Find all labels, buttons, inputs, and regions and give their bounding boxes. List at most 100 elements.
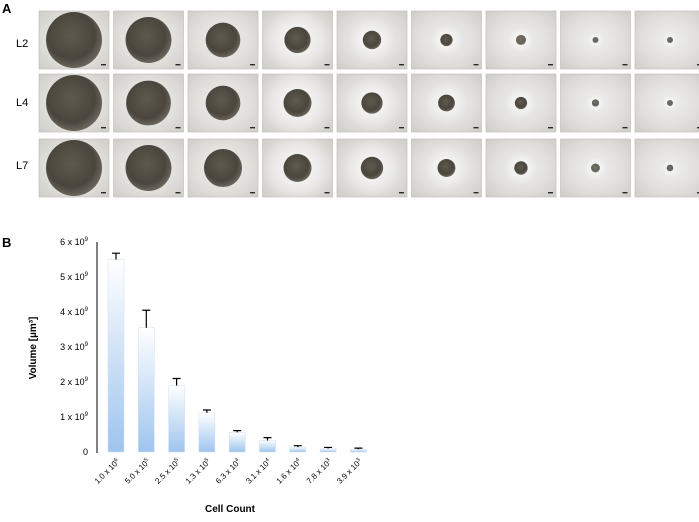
spheroid-tile — [634, 10, 699, 70]
spheroid — [592, 37, 599, 43]
row-label-l2: L2 — [16, 38, 29, 50]
x-tick-label: 6.3 x 104 — [214, 457, 243, 486]
spheroid — [438, 94, 455, 112]
volume-bar-chart: 0 1 x 109 2 x 109 3 x 109 4 x 109 5 x 109 6 x … — [28, 237, 367, 515]
scale-bar — [250, 192, 255, 194]
spheroid — [667, 37, 673, 43]
y-tick-label: 0 — [83, 447, 88, 457]
bar — [138, 327, 155, 453]
spheroid-image-grid — [38, 5, 699, 205]
y-tick-label: 2 x 109 — [60, 377, 89, 387]
spheroid-tile — [38, 138, 110, 198]
spheroid-tile — [38, 10, 110, 70]
x-tick-label: 5.0 x 105 — [123, 457, 152, 486]
scale-bar — [622, 64, 628, 66]
spheroid — [514, 161, 528, 175]
y-tick-label: 1 x 109 — [60, 412, 89, 422]
error-bar — [142, 309, 151, 328]
spheroid — [591, 99, 600, 107]
spheroid — [284, 26, 311, 54]
error-bar — [233, 430, 242, 433]
y-tick-label: 6 x 109 — [60, 237, 89, 247]
spheroid — [515, 34, 527, 46]
error-bar — [354, 447, 363, 450]
x-tick-label: 1.0 x 106 — [93, 457, 122, 486]
scale-bar — [697, 127, 699, 129]
spheroid — [440, 33, 453, 47]
spheroid-tile — [485, 138, 557, 198]
spheroid — [46, 75, 102, 131]
bar — [350, 448, 367, 453]
error-bar — [202, 409, 211, 413]
bar — [319, 448, 337, 453]
x-tick-label: 3.9 x 103 — [335, 457, 364, 486]
spheroid-tile — [485, 73, 557, 133]
spheroid-tile — [560, 73, 631, 133]
spheroid — [126, 80, 171, 126]
spheroid-tile — [411, 138, 482, 198]
spheroid-tile — [261, 66, 334, 140]
spheroid-tile — [336, 10, 408, 70]
y-tick-label: 4 x 109 — [60, 307, 89, 317]
spheroid — [203, 148, 243, 188]
spheroid-tile — [411, 73, 482, 133]
bar — [259, 440, 276, 453]
y-tick-label: 3 x 109 — [60, 342, 89, 352]
spheroid-tile — [187, 73, 259, 133]
spheroid-tile — [634, 73, 699, 133]
scale-bar — [101, 127, 106, 129]
spheroid — [362, 30, 382, 50]
error-bar — [293, 445, 302, 448]
spheroid — [46, 12, 102, 68]
spheroid-tile — [336, 73, 408, 133]
row-label-l7: L7 — [16, 160, 29, 172]
spheroid-tile — [634, 138, 699, 198]
bar — [198, 412, 216, 453]
spheroid — [667, 100, 673, 106]
x-tick-label: 1.6 x 104 — [275, 457, 304, 486]
spheroid-tile — [262, 5, 333, 75]
scale-bar — [548, 64, 553, 66]
error-bar — [172, 377, 181, 386]
spheroid-tile — [560, 10, 631, 70]
scale-bar — [548, 192, 553, 194]
scale-bar — [399, 64, 404, 66]
scale-bar — [324, 64, 330, 66]
scale-bar — [175, 192, 181, 194]
spheroid — [46, 140, 102, 196]
bar — [289, 446, 307, 453]
scale-bar — [697, 192, 699, 194]
spheroid-tile — [560, 138, 631, 198]
row-label-l4: L4 — [16, 97, 29, 109]
spheroid — [666, 164, 674, 172]
scale-bar — [175, 127, 181, 129]
spheroid — [437, 159, 456, 177]
x-tick-label: 2.5 x 105 — [153, 457, 182, 486]
error-bar — [263, 437, 272, 441]
x-tick-label: 1.3 x 105 — [184, 457, 213, 486]
spheroid-tile — [261, 131, 334, 205]
x-tick-label: 7.8 x 103 — [305, 457, 334, 486]
error-bar — [324, 446, 333, 449]
scale-bar — [250, 64, 255, 66]
scale-bar — [101, 64, 106, 66]
spheroid — [125, 145, 172, 191]
spheroid-tile — [113, 73, 184, 133]
spheroid-tile — [187, 138, 259, 198]
scale-bar — [399, 127, 404, 129]
spheroid — [205, 22, 241, 58]
scale-bar — [399, 192, 404, 194]
bar — [168, 385, 185, 453]
x-tick-label: 3.1 x 104 — [244, 457, 273, 486]
panel-b-label: B — [2, 235, 12, 250]
spheroid-tile — [485, 10, 557, 70]
spheroid — [283, 89, 312, 117]
scale-bar — [548, 127, 553, 129]
scale-bar — [175, 64, 181, 66]
scale-bar — [250, 127, 255, 129]
spheroid-tile — [113, 138, 184, 198]
scale-bar — [324, 192, 330, 194]
error-bar — [112, 252, 120, 260]
spheroid-tile — [336, 138, 408, 198]
scale-bar — [324, 127, 330, 129]
